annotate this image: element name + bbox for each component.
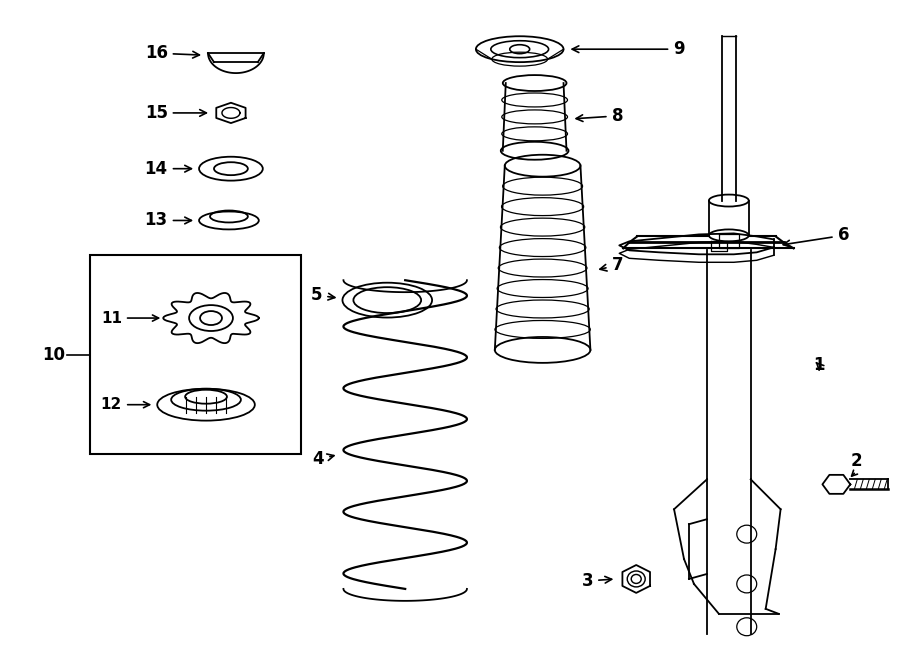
Text: 9: 9 [572, 40, 685, 58]
Text: 13: 13 [145, 212, 192, 229]
Text: 16: 16 [145, 44, 200, 62]
Text: 15: 15 [145, 104, 206, 122]
Text: 2: 2 [850, 452, 862, 471]
Text: 12: 12 [101, 397, 149, 412]
Text: 5: 5 [310, 286, 335, 304]
Bar [89, 255, 301, 455]
Text: 10: 10 [42, 346, 65, 364]
Text: 7: 7 [600, 256, 623, 274]
Text: 14: 14 [145, 160, 192, 178]
Text: 1: 1 [813, 356, 824, 374]
Text: 11: 11 [101, 311, 158, 326]
Text: 6: 6 [783, 227, 849, 247]
Text: 4: 4 [312, 450, 334, 469]
Text: 8: 8 [576, 107, 623, 125]
Text: 3: 3 [581, 572, 612, 590]
